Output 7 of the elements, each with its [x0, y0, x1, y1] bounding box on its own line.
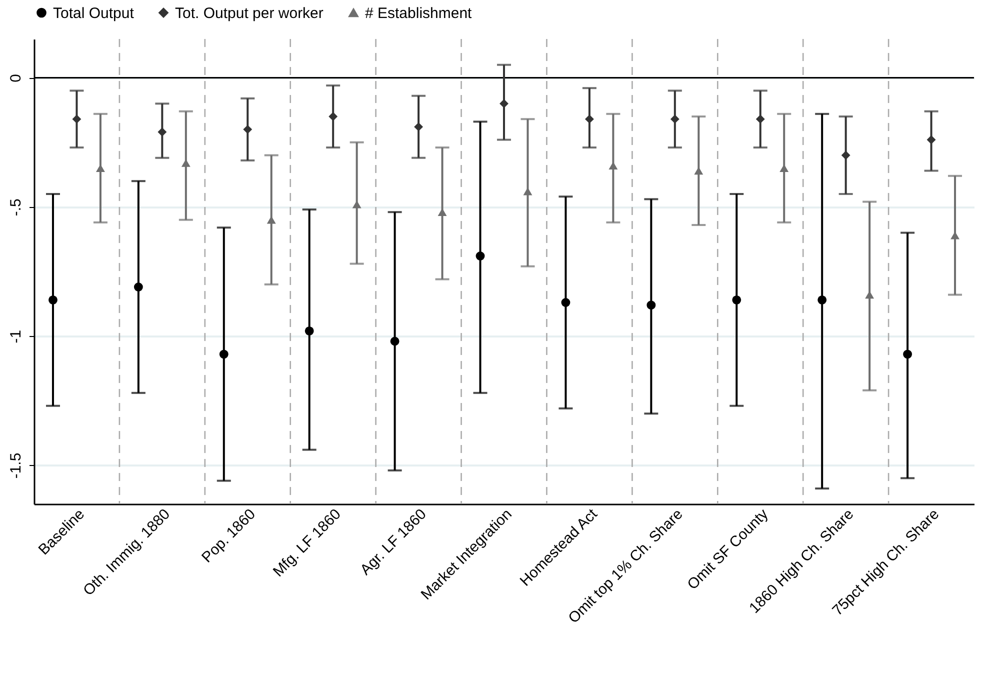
legend-label: # Establishment [365, 4, 473, 22]
y-tick-label: -1.5 [8, 452, 24, 479]
y-tick-label: -1 [8, 330, 24, 344]
y-tick-label: -.5 [8, 198, 24, 216]
legend-label: Total Output [53, 4, 135, 22]
legend-label: Tot. Output per worker [175, 4, 324, 22]
y-tick-label: 0 [8, 74, 24, 82]
